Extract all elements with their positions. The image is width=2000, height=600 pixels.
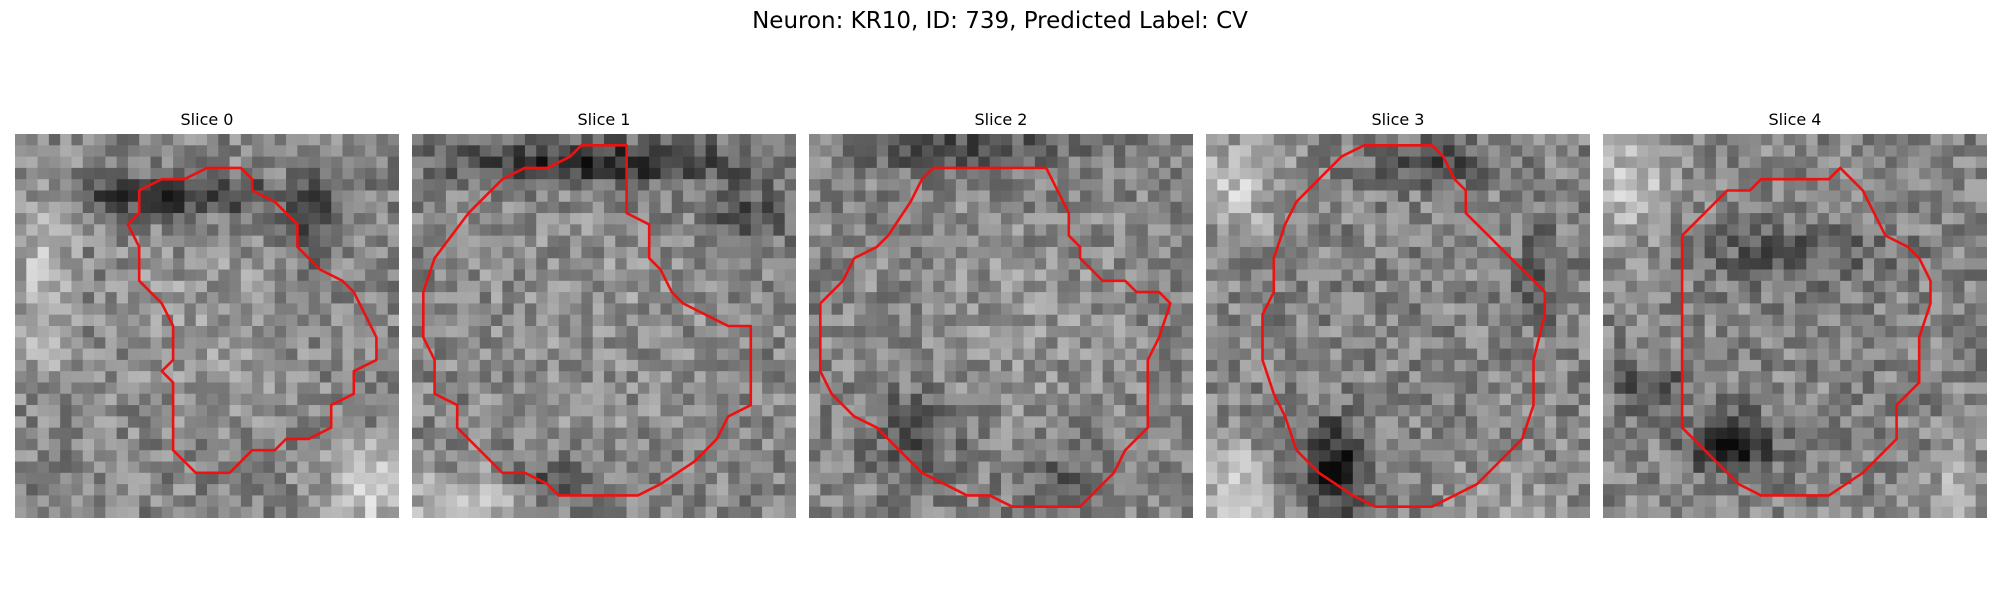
pixel-grid bbox=[1603, 134, 1987, 518]
slice-title: Slice 0 bbox=[15, 108, 399, 134]
slice-title: Slice 1 bbox=[412, 108, 796, 134]
slice-title: Slice 4 bbox=[1603, 108, 1987, 134]
slice-title: Slice 3 bbox=[1206, 108, 1590, 134]
figure-title: Neuron: KR10, ID: 739, Predicted Label: … bbox=[0, 8, 2000, 34]
slice-image bbox=[15, 134, 399, 518]
slice-image bbox=[1603, 134, 1987, 518]
slice-panel-1: Slice 1 bbox=[412, 108, 796, 518]
slice-panel-3: Slice 3 bbox=[1206, 108, 1590, 518]
slice-image bbox=[809, 134, 1193, 518]
slice-panel-0: Slice 0 bbox=[15, 108, 399, 518]
slice-image bbox=[1206, 134, 1590, 518]
slice-panel-2: Slice 2 bbox=[809, 108, 1193, 518]
slice-image bbox=[412, 134, 796, 518]
slice-title: Slice 2 bbox=[809, 108, 1193, 134]
pixel-grid bbox=[15, 134, 399, 518]
slice-panel-4: Slice 4 bbox=[1603, 108, 1987, 518]
pixel-grid bbox=[809, 134, 1193, 518]
